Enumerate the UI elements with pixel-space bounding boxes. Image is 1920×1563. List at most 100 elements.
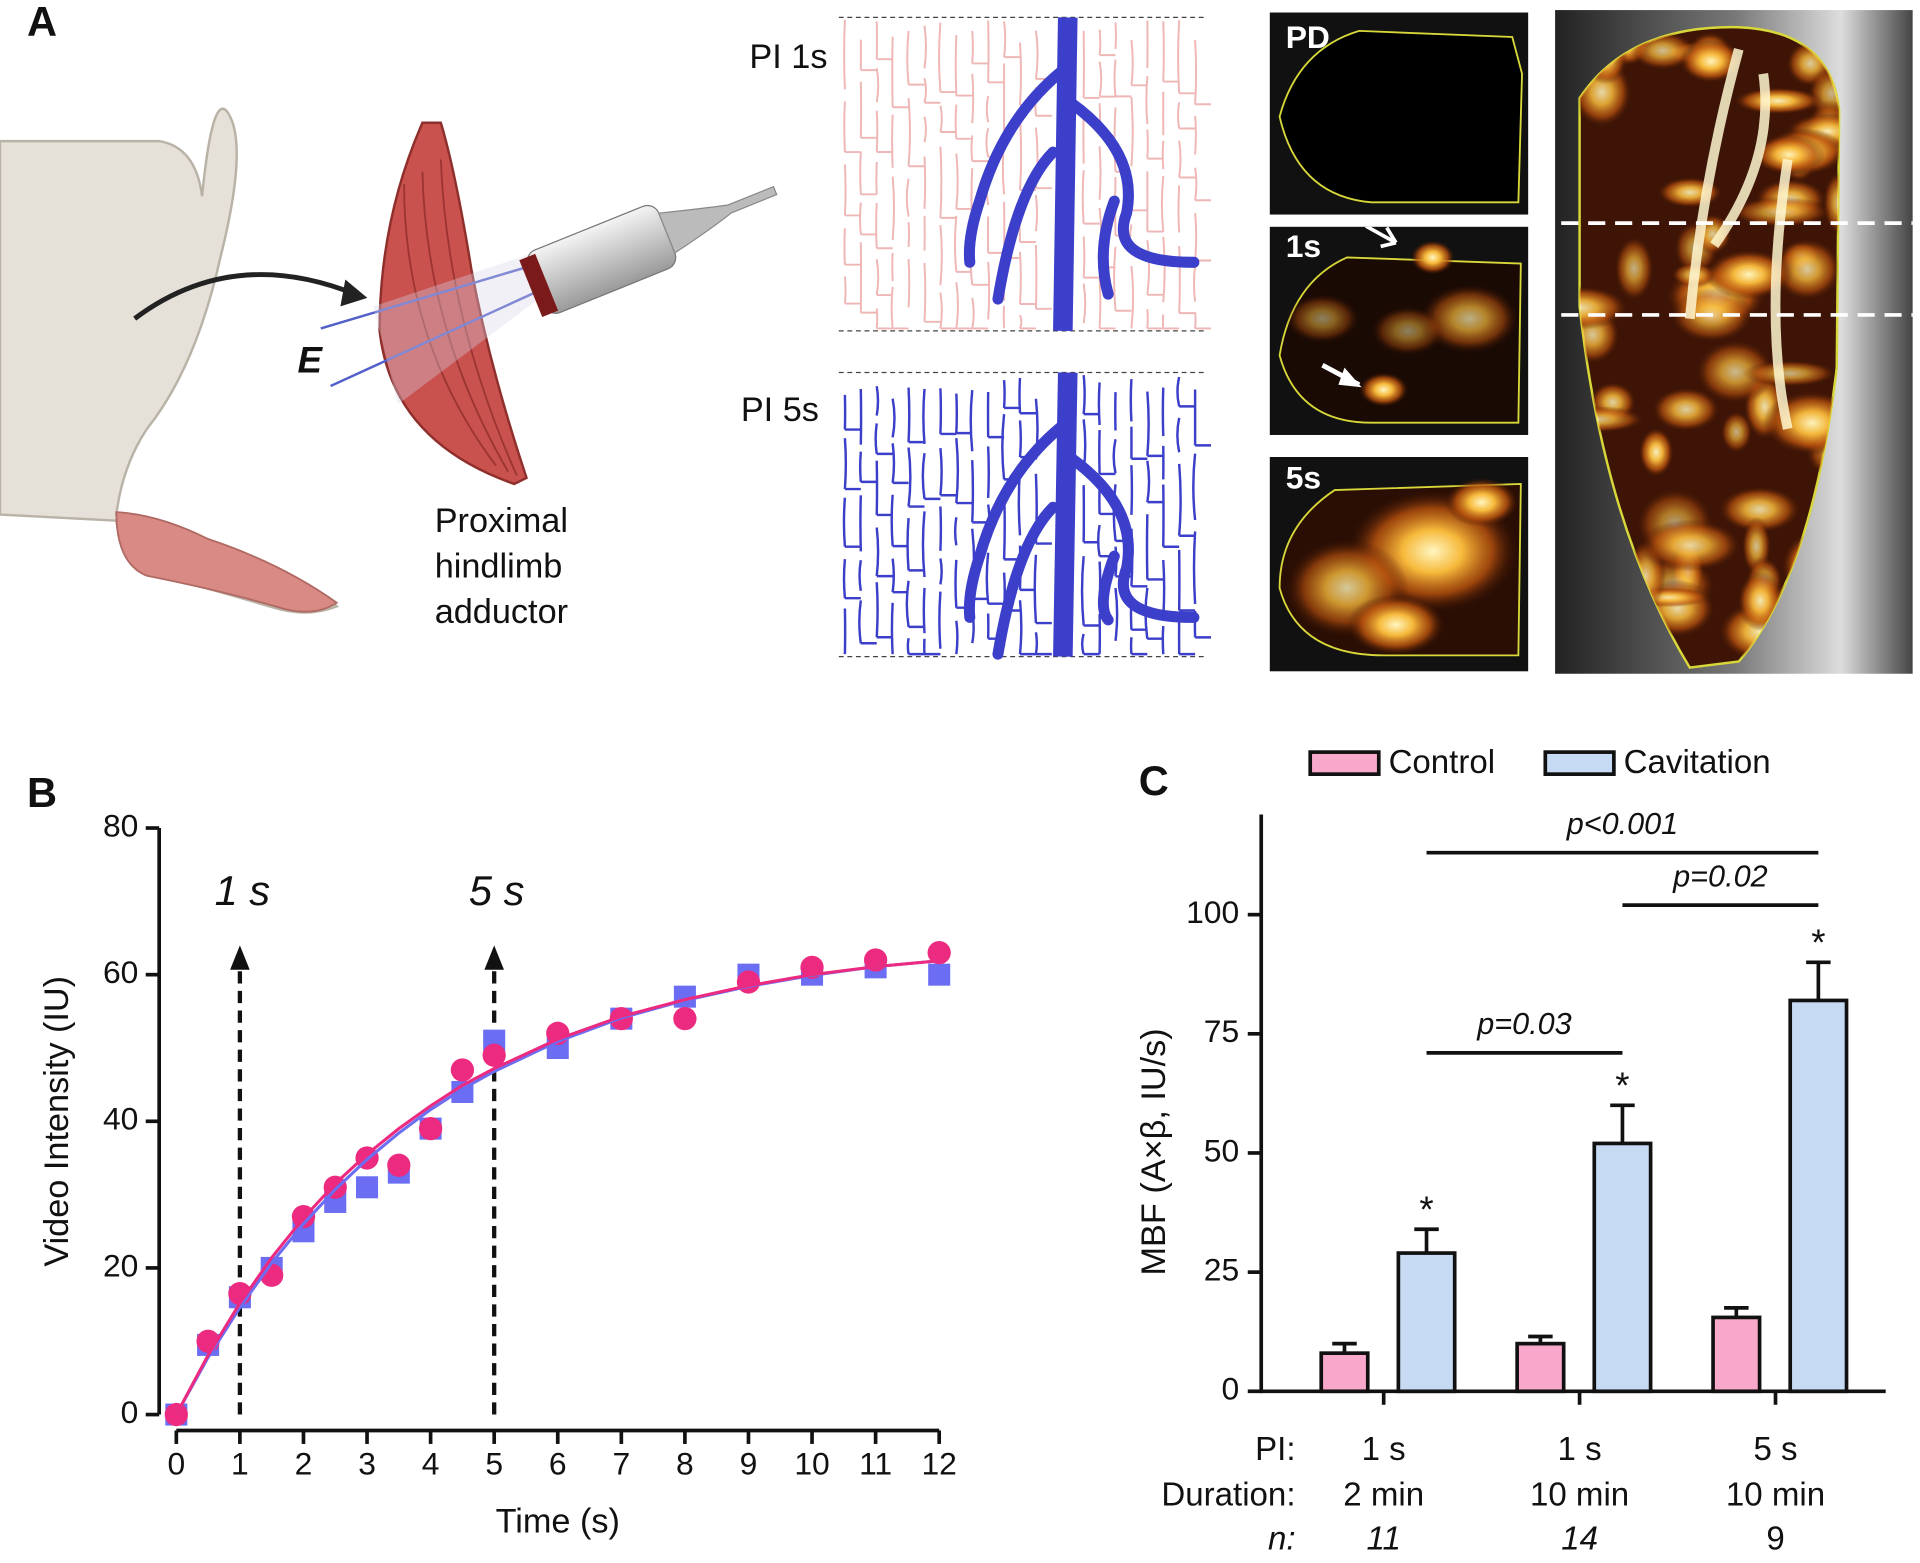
- data-point: [418, 1116, 443, 1141]
- bar: [1592, 1141, 1653, 1394]
- x-tick-label: 10: [794, 1445, 829, 1481]
- legend-label: Control: [1389, 744, 1496, 781]
- muscle-label: hindlimb: [435, 548, 563, 586]
- panel-letter: C: [1139, 757, 1169, 804]
- flow-signal: [1772, 237, 1840, 301]
- annotation: 5 s: [469, 867, 525, 914]
- x-tick-label: 1 s: [1558, 1431, 1602, 1468]
- flow-signal: [1579, 285, 1629, 330]
- vessel-trunk: [1053, 372, 1078, 657]
- bar: [1788, 998, 1849, 1394]
- bar: [1711, 1315, 1762, 1394]
- vessel-schematic: [838, 16, 1212, 660]
- legend-swatch: [1308, 750, 1381, 776]
- fit-curve: [174, 959, 940, 1416]
- y-tick-label: 0: [121, 1394, 139, 1430]
- panel-letter: B: [27, 769, 57, 816]
- data-point: [736, 970, 761, 994]
- p-value: p=0.02: [1672, 859, 1767, 893]
- x-tick-label: 10 min: [1530, 1476, 1629, 1513]
- arrow-head: [484, 945, 504, 970]
- flow-signal: [1705, 249, 1793, 300]
- x-tick-label: 2 min: [1343, 1476, 1424, 1513]
- flow-signal: [1614, 235, 1654, 302]
- muscle-label: adductor: [435, 593, 568, 631]
- n-label: 14: [1561, 1520, 1598, 1557]
- data-point: [387, 1153, 411, 1177]
- x-tick-label: 4: [422, 1445, 440, 1481]
- flow-signal: [1638, 427, 1674, 478]
- row-label: Duration:: [1161, 1476, 1295, 1513]
- data-point: [673, 1007, 697, 1031]
- flow-signal: [1733, 87, 1823, 115]
- y-tick-label: 60: [103, 954, 138, 990]
- flow-signal: [1752, 134, 1825, 175]
- y-tick-label: 20: [103, 1247, 138, 1283]
- y-tick-label: 25: [1204, 1252, 1239, 1288]
- significance-marker: *: [1615, 1065, 1629, 1106]
- x-tick-label: 5: [485, 1445, 503, 1481]
- y-tick-label: 100: [1186, 894, 1239, 930]
- y-tick-label: 80: [103, 807, 138, 843]
- data-point: [927, 941, 951, 965]
- x-tick-label: 9: [740, 1445, 758, 1481]
- data-point: [356, 1176, 379, 1199]
- x-tick-label: 1 s: [1362, 1431, 1406, 1468]
- vessel-branch: [963, 60, 1200, 305]
- ultrasound-images: [1269, 10, 1913, 674]
- significance-marker: *: [1419, 1189, 1433, 1230]
- bar: [1319, 1351, 1370, 1394]
- scheme-label: PI 1s: [749, 38, 827, 76]
- x-tick-label: 3: [358, 1445, 376, 1481]
- legend-swatch: [1543, 750, 1616, 776]
- data-point: [450, 1058, 475, 1082]
- image-label: 1s: [1286, 228, 1321, 264]
- y-tick-label: 40: [103, 1101, 138, 1137]
- bar: [1396, 1251, 1457, 1394]
- y-tick-label: 0: [1221, 1371, 1239, 1407]
- scheme-label: PI 5s: [741, 391, 819, 429]
- row-label: PI:: [1255, 1431, 1295, 1468]
- x-tick-label: 12: [921, 1445, 956, 1481]
- electrode-label: E: [298, 339, 324, 380]
- x-tick-label: 2: [295, 1445, 313, 1481]
- x-tick-label: 11: [859, 1445, 892, 1481]
- bar: [1515, 1341, 1566, 1394]
- y-tick-label: 75: [1204, 1013, 1239, 1049]
- data-point: [482, 1043, 506, 1067]
- flow-signal: [1639, 519, 1742, 572]
- flow-signal: [1695, 339, 1776, 404]
- muscle-illustration: [320, 121, 778, 486]
- panel-letter: A: [27, 0, 57, 45]
- vessel-branch: [963, 415, 1200, 660]
- capillary-network: [843, 19, 1212, 330]
- flow-signal: [1720, 410, 1753, 454]
- flow-signal: [1679, 39, 1743, 83]
- x-tick-label: 10 min: [1726, 1476, 1825, 1513]
- p-value: p=0.03: [1476, 1007, 1571, 1041]
- row-label: n:: [1268, 1520, 1296, 1557]
- flow-signal: [1651, 387, 1721, 432]
- y-axis-title: MBF (A×β, IU/s): [1135, 1028, 1173, 1275]
- p-value: p<0.001: [1566, 807, 1679, 841]
- n-label: 9: [1766, 1520, 1784, 1557]
- x-tick-label: 5 s: [1753, 1431, 1797, 1468]
- muscle-label: Proximal: [435, 502, 568, 540]
- mouse-illustration: [0, 107, 368, 614]
- x-axis-title: Time (s): [496, 1503, 620, 1541]
- arrow-head: [230, 945, 250, 970]
- x-tick-label: 8: [676, 1445, 694, 1481]
- flow-signal: [1579, 406, 1645, 433]
- x-tick-label: 7: [612, 1445, 630, 1481]
- data-point: [323, 1175, 347, 1199]
- annotation: 1 s: [215, 867, 271, 914]
- x-tick-label: 0: [167, 1445, 185, 1481]
- significance-marker: *: [1811, 922, 1825, 963]
- n-label: 11: [1367, 1520, 1401, 1557]
- legend-label: Cavitation: [1624, 744, 1771, 781]
- flow-signal: [1742, 360, 1838, 387]
- x-tick-label: 6: [549, 1445, 567, 1481]
- data-point: [928, 963, 951, 986]
- x-tick-label: 1: [231, 1445, 249, 1481]
